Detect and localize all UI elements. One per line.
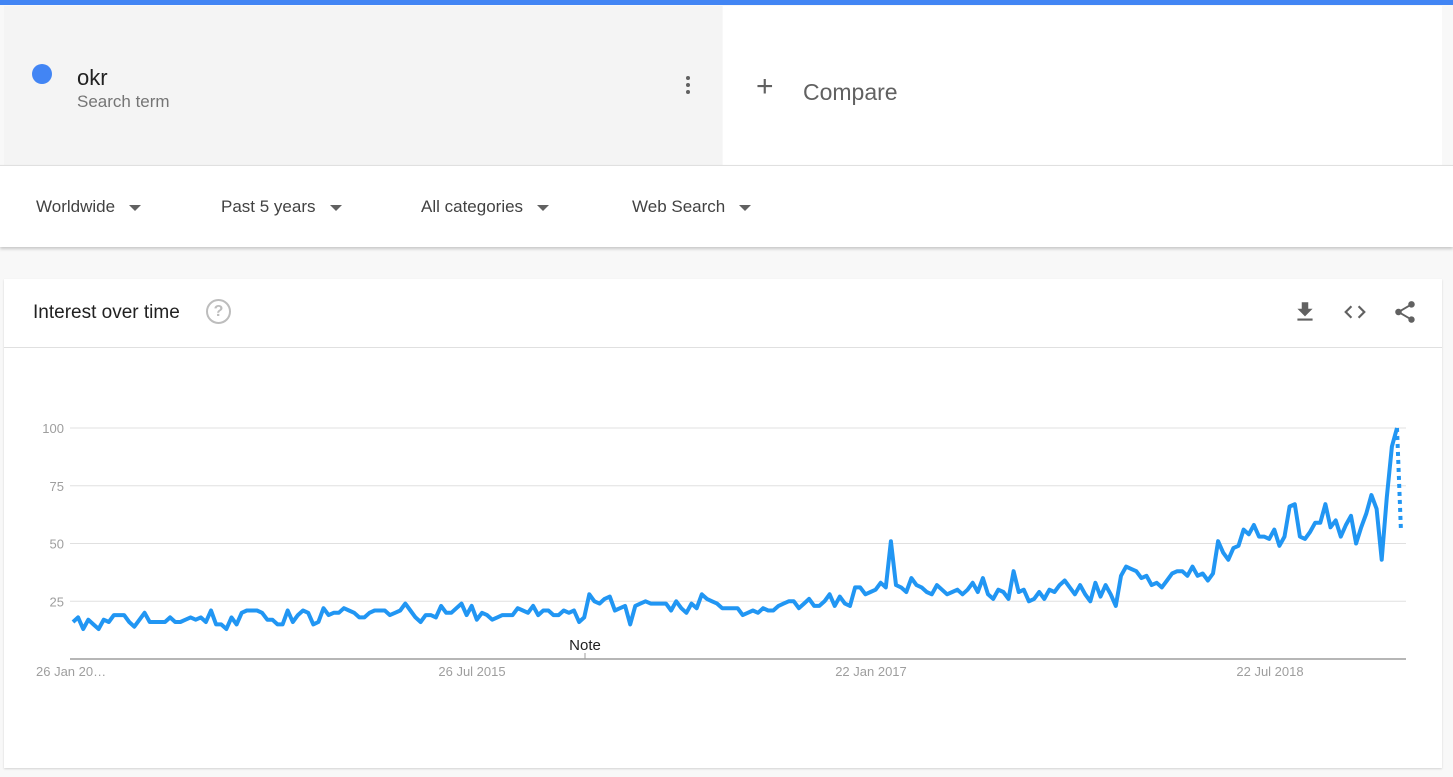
embed-icon[interactable]: [1342, 299, 1368, 325]
divider: [4, 347, 1442, 348]
y-tick-label: 75: [50, 479, 64, 494]
filter-label: Web Search: [632, 197, 726, 216]
x-tick-label: 26 Jan 20…: [36, 664, 106, 679]
share-icon[interactable]: [1392, 299, 1418, 325]
dropdown-arrow-icon: [329, 204, 342, 211]
dropdown-arrow-icon: [129, 204, 142, 211]
filter-label: Worldwide: [36, 197, 116, 216]
card-title: Interest over time: [33, 302, 180, 323]
compare-label: Compare: [803, 79, 898, 105]
filter-label: Past 5 years: [221, 197, 316, 216]
dropdown-arrow-icon: [537, 204, 550, 211]
filter-label: All categories: [421, 197, 524, 216]
search-term-card: okr Search term: [4, 6, 722, 165]
top-accent-bar: [0, 0, 1453, 5]
interest-chart: Note 26 Jan 20… 26 Jul 2015 22 Jan 2017 …: [36, 421, 1406, 679]
y-tick-label: 50: [50, 537, 64, 552]
y-tick-label: 100: [42, 421, 64, 436]
term-color-dot: [32, 64, 52, 84]
help-icon[interactable]: ?: [206, 299, 231, 324]
compare-button[interactable]: + Compare: [723, 6, 1442, 165]
note-annotation[interactable]: Note: [569, 637, 601, 654]
filter-region[interactable]: Worldwide: [36, 197, 142, 217]
series-line: [71, 427, 1399, 631]
interest-over-time-card: Interest over time ? Note 26 Jan 20… 26 …: [4, 279, 1442, 768]
plus-icon: +: [756, 70, 774, 103]
term-type: Search term: [77, 92, 170, 111]
more-options-icon[interactable]: [680, 74, 696, 104]
download-icon[interactable]: [1292, 299, 1318, 325]
filter-bar: Worldwide Past 5 years All categories We…: [0, 165, 1453, 247]
x-tick-label: 26 Jul 2015: [438, 664, 505, 679]
x-tick-label: 22 Jul 2018: [1236, 664, 1303, 679]
filter-search-type[interactable]: Web Search: [632, 197, 752, 217]
dropdown-arrow-icon: [739, 204, 752, 211]
y-tick-label: 25: [50, 594, 64, 609]
filter-category[interactable]: All categories: [421, 197, 550, 217]
filter-time-range[interactable]: Past 5 years: [221, 197, 342, 217]
term-name: okr: [77, 65, 108, 90]
x-tick-label: 22 Jan 2017: [835, 664, 907, 679]
partial-data-line: [1395, 427, 1403, 533]
